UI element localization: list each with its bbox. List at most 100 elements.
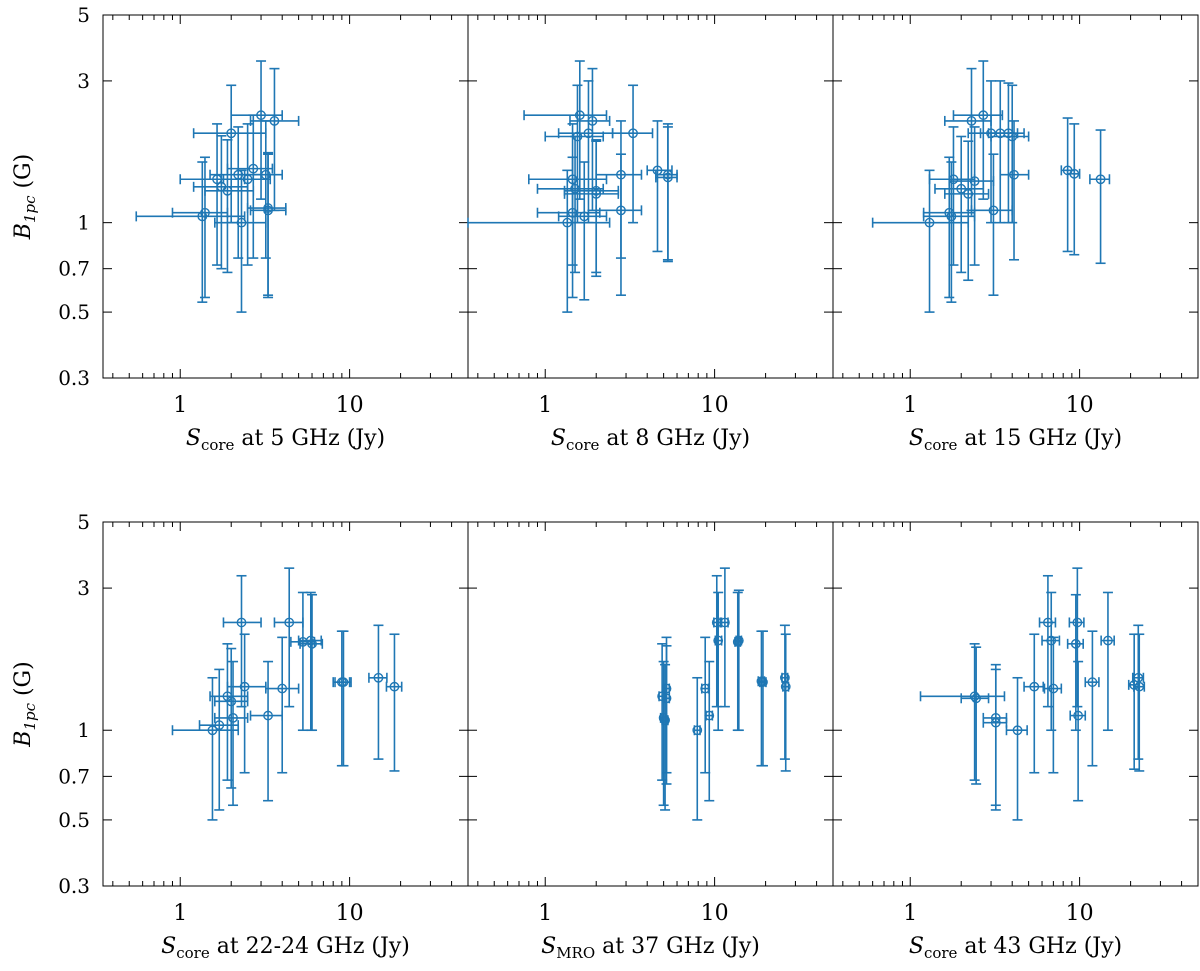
point-marker [269,116,280,126]
data-point [171,156,229,299]
point-marker [971,693,982,704]
point-marker [239,681,250,692]
x-tick-label: 10 [1066,393,1094,418]
panel-4: 1 10 0.3 0.5 0.7 1 3 5 Score at 22-24 GHz (Jy) B1… [11,510,469,962]
panel-2: 1 10 Score at 8 GHz (Jy) [467,14,834,454]
panel-3: 1 10 Score at 15 GHz (Jy) [832,14,1199,454]
data-point [952,60,1004,200]
point-marker [562,217,573,228]
point-marker [1046,635,1057,646]
data-point [297,591,323,732]
point-marker [228,712,238,723]
data-point [299,593,324,732]
x-tick-label: 10 [1066,901,1094,926]
point-marker [248,163,259,174]
point-marker [263,710,273,721]
data-point [243,120,284,259]
point-marker [256,110,266,121]
y-tick-label: 1 [77,718,90,742]
data-point [368,624,388,760]
data-point [934,135,985,274]
point-marker [572,131,583,142]
point-marker [966,116,977,126]
data-point [990,84,1030,224]
point-marker [1087,677,1098,688]
panel-1: 1 10 0.3 0.5 0.7 1 3 5 Score at 5 GHz (Jy) B1pc (… [11,3,469,454]
x-tick-label: 10 [701,901,729,926]
data-point [1060,117,1076,253]
point-marker [1095,174,1106,185]
point-marker [373,672,384,683]
data-point [204,139,255,274]
data-point [999,120,1030,261]
point-marker [616,205,626,216]
data-point [1131,624,1145,760]
data-point [1041,591,1061,732]
panel-frame [832,521,1199,887]
data-point [1068,567,1085,708]
point-marker [704,710,715,721]
point-marker [946,211,957,222]
point-marker [1069,168,1080,179]
point-marker [758,677,768,688]
data-point [1043,636,1063,774]
data-point [1023,633,1045,774]
point-marker [978,110,989,121]
data-point [334,630,352,767]
y-tick-label: 0.5 [58,300,90,324]
data-point [557,80,614,224]
point-marker [733,635,744,646]
x-axis-label: Score at 5 GHz (Jy) [186,426,385,454]
point-marker [1048,683,1059,694]
data-point [719,567,730,708]
data-point [661,645,672,785]
panel-6: 1 10 Score at 43 GHz (Jy) [832,521,1199,962]
point-marker [1043,617,1053,628]
point-marker [574,110,585,121]
data-point [273,567,304,708]
data-point [1069,660,1087,802]
point-marker [236,617,247,628]
point-marker [226,696,237,707]
data-point [655,123,678,261]
data-point [1084,630,1100,767]
point-marker [990,717,1001,728]
point-marker [660,715,670,726]
data-point [655,126,678,263]
x-axis-label: SMRO at 37 GHz (Jy) [541,934,760,962]
data-point [704,660,715,802]
x-axis-label: Score at 22-24 GHz (Jy) [161,934,410,962]
data-point [135,161,246,303]
data-point [919,643,1006,781]
data-point [733,589,744,732]
data-point [987,82,1025,224]
data-point [557,161,608,301]
point-marker [263,203,273,213]
x-tick-label: 10 [336,393,364,418]
point-marker [1073,710,1084,721]
data-point [732,591,743,732]
point-marker [591,185,602,196]
point-marker [1070,638,1081,649]
panel-frame [467,521,834,887]
x-tick-label: 1 [173,393,187,418]
x-tick-label: 1 [903,901,917,926]
point-marker [260,169,271,180]
point-marker [969,176,980,187]
point-marker [988,205,999,216]
data-point [1005,676,1028,821]
data-point [982,663,1008,807]
data-point [214,660,249,807]
data-point [692,676,703,821]
point-marker [963,188,974,199]
data-point [779,624,790,760]
point-marker [1134,681,1145,692]
x-tick-label: 10 [701,393,729,418]
y-tick-label: 0.7 [58,257,90,281]
point-marker [969,691,980,702]
point-marker [1007,131,1018,142]
point-marker [692,725,703,736]
panel-frame [467,14,834,379]
data-point [249,67,300,212]
